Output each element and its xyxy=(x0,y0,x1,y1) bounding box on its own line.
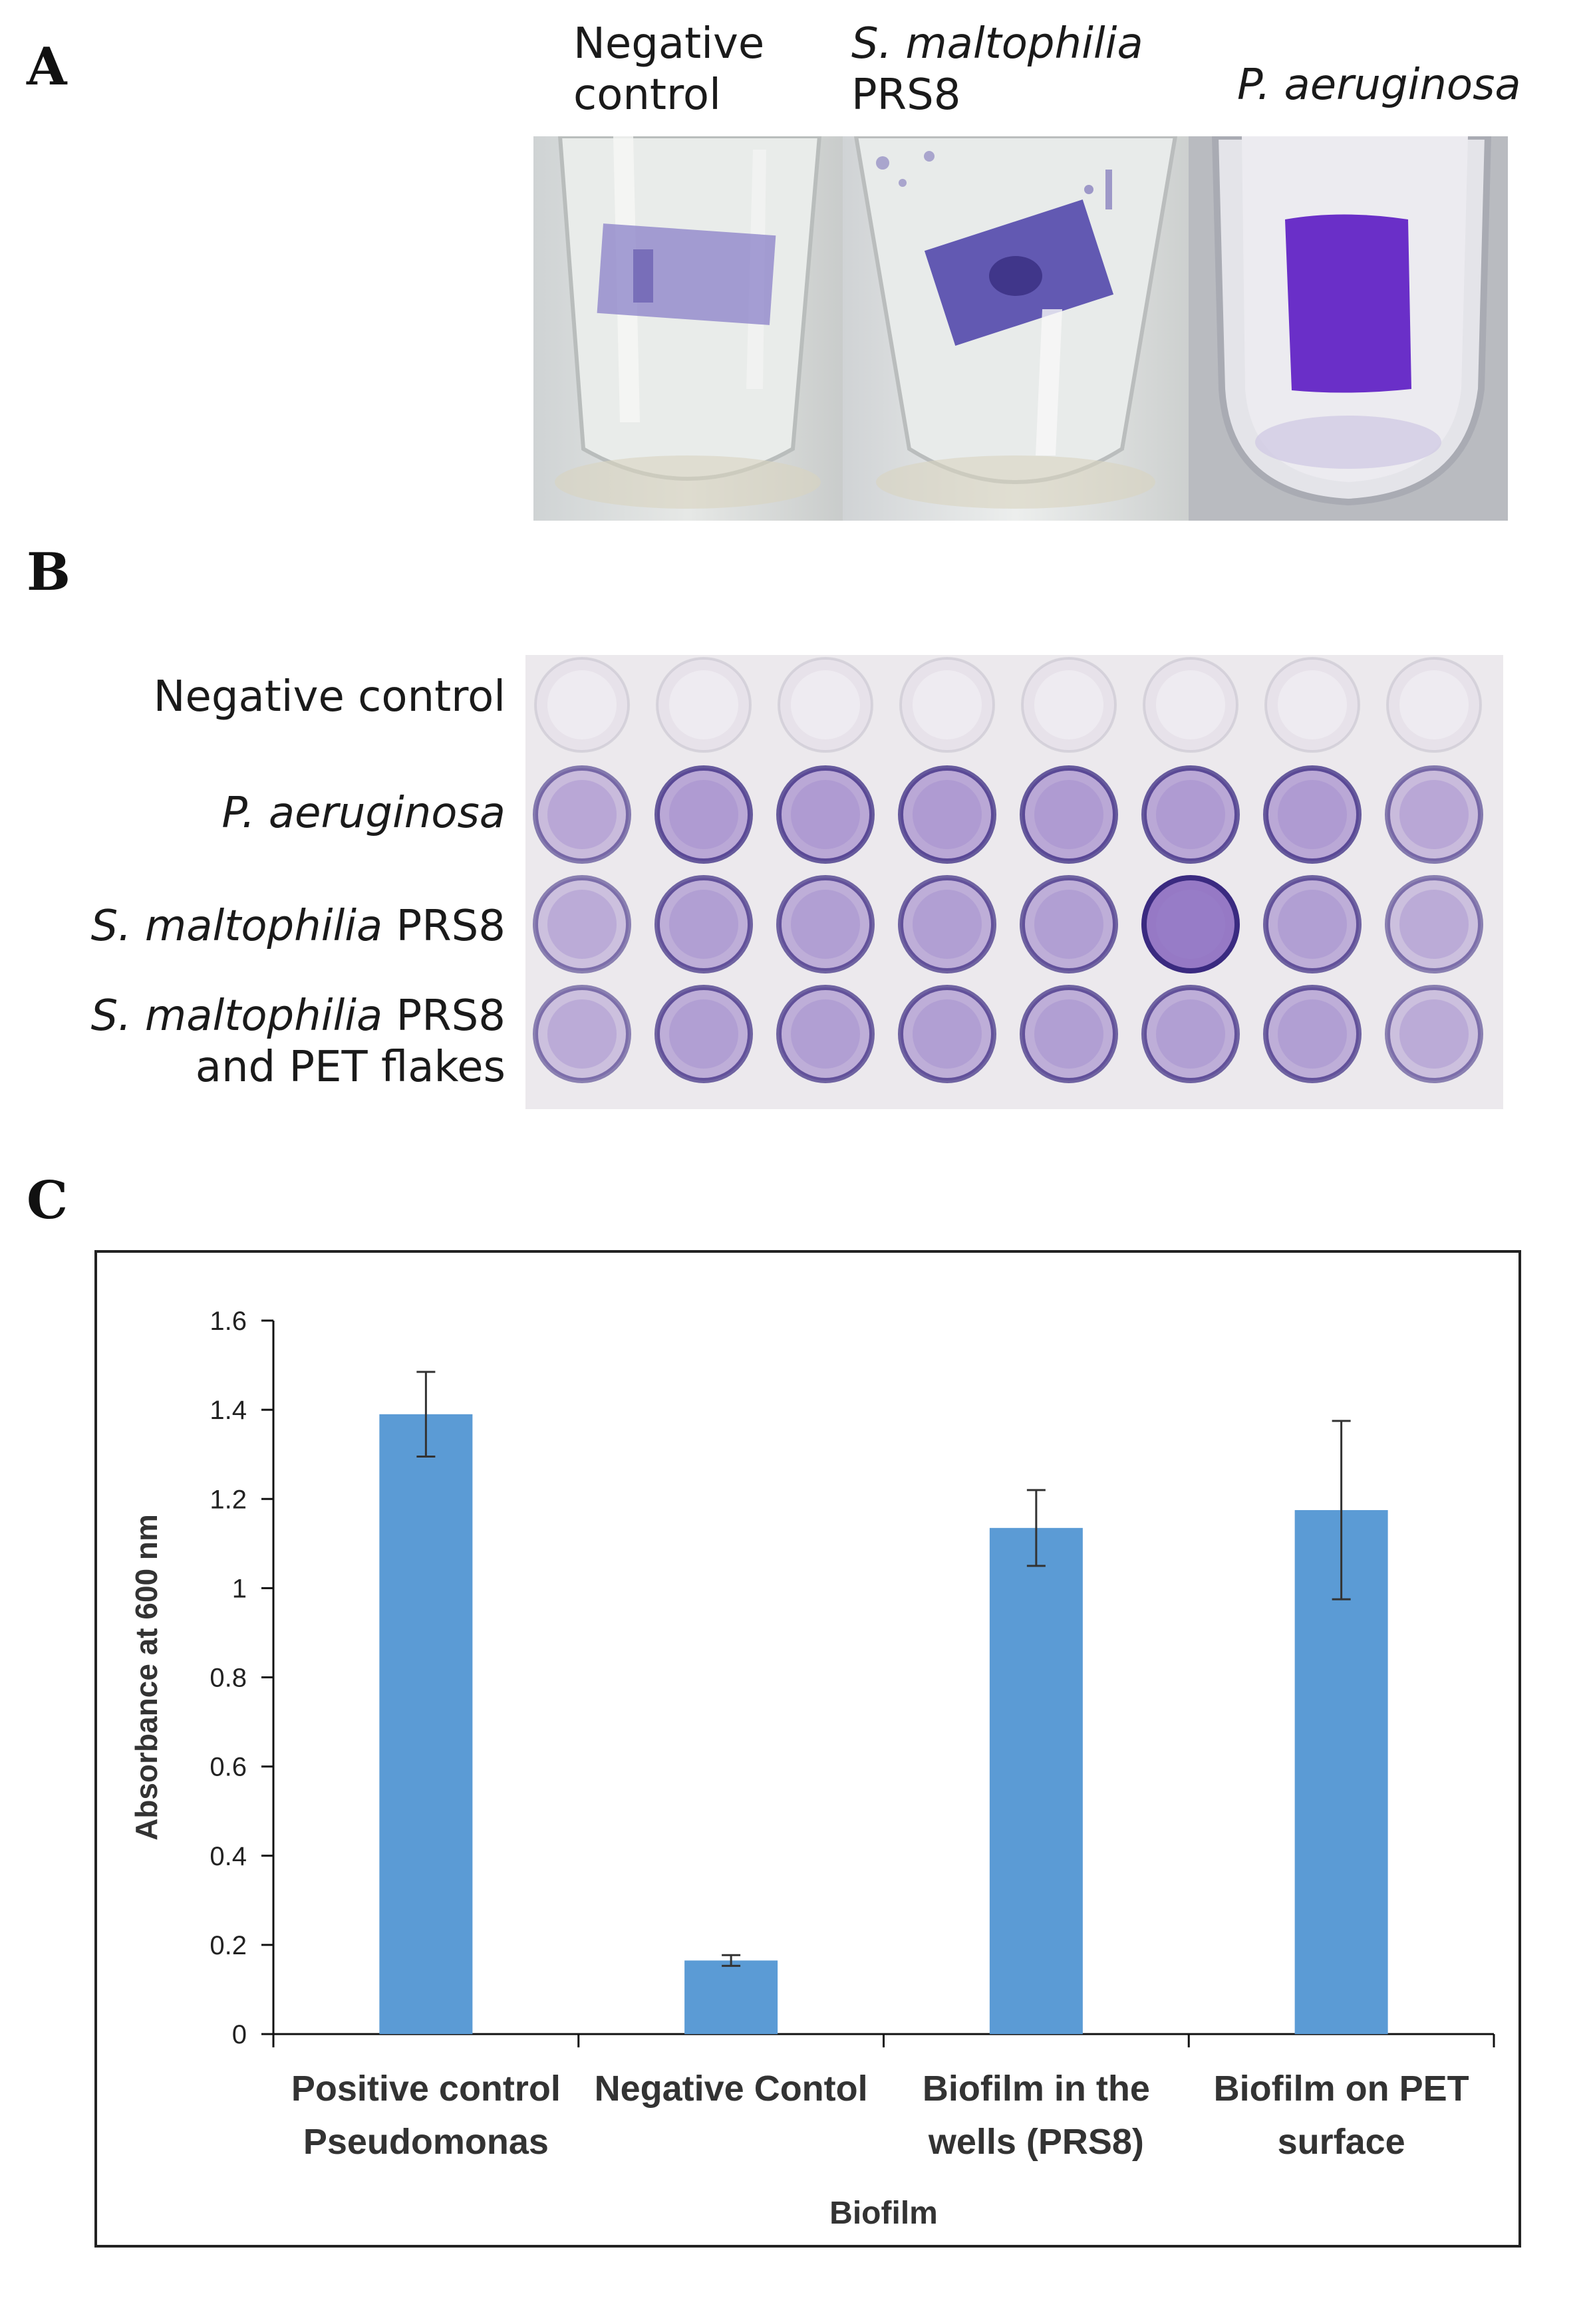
plate-well xyxy=(1141,875,1240,973)
x-tick-label: Biofilm in the wells (PRS8) xyxy=(923,2069,1150,2162)
y-tick-label: 1 xyxy=(232,1574,247,1603)
bar-chart: 0 0.2 0.4 0.6 0.8 1 1.2 1.4 1.6 Positive control P… xyxy=(129,1307,1495,2231)
plate-well xyxy=(1143,657,1238,753)
y-tick-label: 1.6 xyxy=(210,1307,247,1336)
plate-row-label-p-aeruginosa: P. aeruginosa xyxy=(221,789,506,838)
tube-label-line2: control xyxy=(573,70,721,120)
plate-well xyxy=(1263,985,1362,1083)
plate-well xyxy=(533,985,631,1083)
plate-well xyxy=(898,985,996,1083)
bar xyxy=(684,1960,778,2034)
plate-well xyxy=(899,657,995,753)
tube-label-negative-control: Negative control xyxy=(573,19,764,121)
plate-well xyxy=(534,657,630,753)
plate-well xyxy=(654,875,753,973)
plate-well xyxy=(1020,765,1118,864)
x-tick-label: Negative Contol xyxy=(595,2069,868,2109)
plate-well xyxy=(1141,985,1240,1083)
plate-well xyxy=(776,765,875,864)
tube-label-s-maltophilia: S. maltophilia PRS8 xyxy=(851,19,1143,121)
y-axis-label: Absorbance at 600 nm xyxy=(129,1514,164,1841)
error-bar xyxy=(416,1370,436,1458)
y-tick-label: 0.4 xyxy=(210,1842,247,1871)
plate-well xyxy=(654,765,753,864)
plate-well xyxy=(1263,875,1362,973)
tube-photo-negative-control xyxy=(533,136,843,521)
plate-well xyxy=(1385,985,1483,1083)
plate-well xyxy=(898,875,996,973)
plate-well xyxy=(533,765,631,864)
tube-label-p-aeruginosa: P. aeruginosa xyxy=(1237,60,1521,111)
bar-chart-frame: 0 0.2 0.4 0.6 0.8 1 1.2 1.4 1.6 Positive control P… xyxy=(94,1250,1521,2248)
y-tick-label: 0 xyxy=(232,2020,247,2049)
tube-label-line1: P. aeruginosa xyxy=(1237,61,1521,110)
tube-photo-s-maltophilia xyxy=(843,136,1189,521)
plate-well xyxy=(1263,765,1362,864)
tube-label-line1: Negative xyxy=(573,19,765,68)
plate-well xyxy=(776,875,875,973)
plate-well xyxy=(1141,765,1240,864)
error-bar xyxy=(1332,1420,1351,1601)
y-tick-label: 1.2 xyxy=(210,1485,247,1514)
plate-well xyxy=(1386,657,1482,753)
plate-row-label-negative-control: Negative control xyxy=(153,672,506,721)
plate-well xyxy=(1264,657,1360,753)
plate-well xyxy=(1385,875,1483,973)
plate-well xyxy=(898,765,996,864)
plate-row-label-s-maltophilia-pet: S. maltophilia PRS8 and PET flakes xyxy=(90,991,506,1092)
plate-well xyxy=(778,657,873,753)
plate-well xyxy=(1020,985,1118,1083)
plate-well xyxy=(656,657,752,753)
plate-row-label-s-maltophilia: S. maltophilia PRS8 xyxy=(90,902,506,951)
plate-well xyxy=(1021,657,1117,753)
x-tick-label: Positive control Pseudomonas xyxy=(291,2069,561,2162)
x-tick-label: Biofilm on PET surface xyxy=(1214,2069,1469,2162)
x-axis-label: Biofilm xyxy=(829,2196,938,2231)
bar xyxy=(989,1527,1083,2034)
plate-well xyxy=(776,985,875,1083)
y-tick-label: 0.6 xyxy=(210,1753,247,1782)
plate-well xyxy=(654,985,753,1083)
y-tick-label: 1.4 xyxy=(210,1396,247,1425)
y-tick-label: 0.8 xyxy=(210,1664,247,1693)
y-tick-label: 0.2 xyxy=(210,1931,247,1960)
plate-well xyxy=(1385,765,1483,864)
panel-c-letter: C xyxy=(27,1170,69,1231)
plate-well xyxy=(1020,875,1118,973)
error-bar xyxy=(722,1954,741,1967)
tube-label-line2: PRS8 xyxy=(851,70,961,120)
tube-photo-p-aeruginosa xyxy=(1189,136,1508,521)
tube-label-line1: S. maltophilia xyxy=(851,19,1143,68)
panel-a-letter: A xyxy=(27,37,67,97)
panel-b-letter: B xyxy=(27,542,71,602)
plate-well xyxy=(533,875,631,973)
error-bar xyxy=(1026,1489,1046,1567)
microplate-photo xyxy=(525,655,1503,1109)
bar xyxy=(379,1414,473,2034)
